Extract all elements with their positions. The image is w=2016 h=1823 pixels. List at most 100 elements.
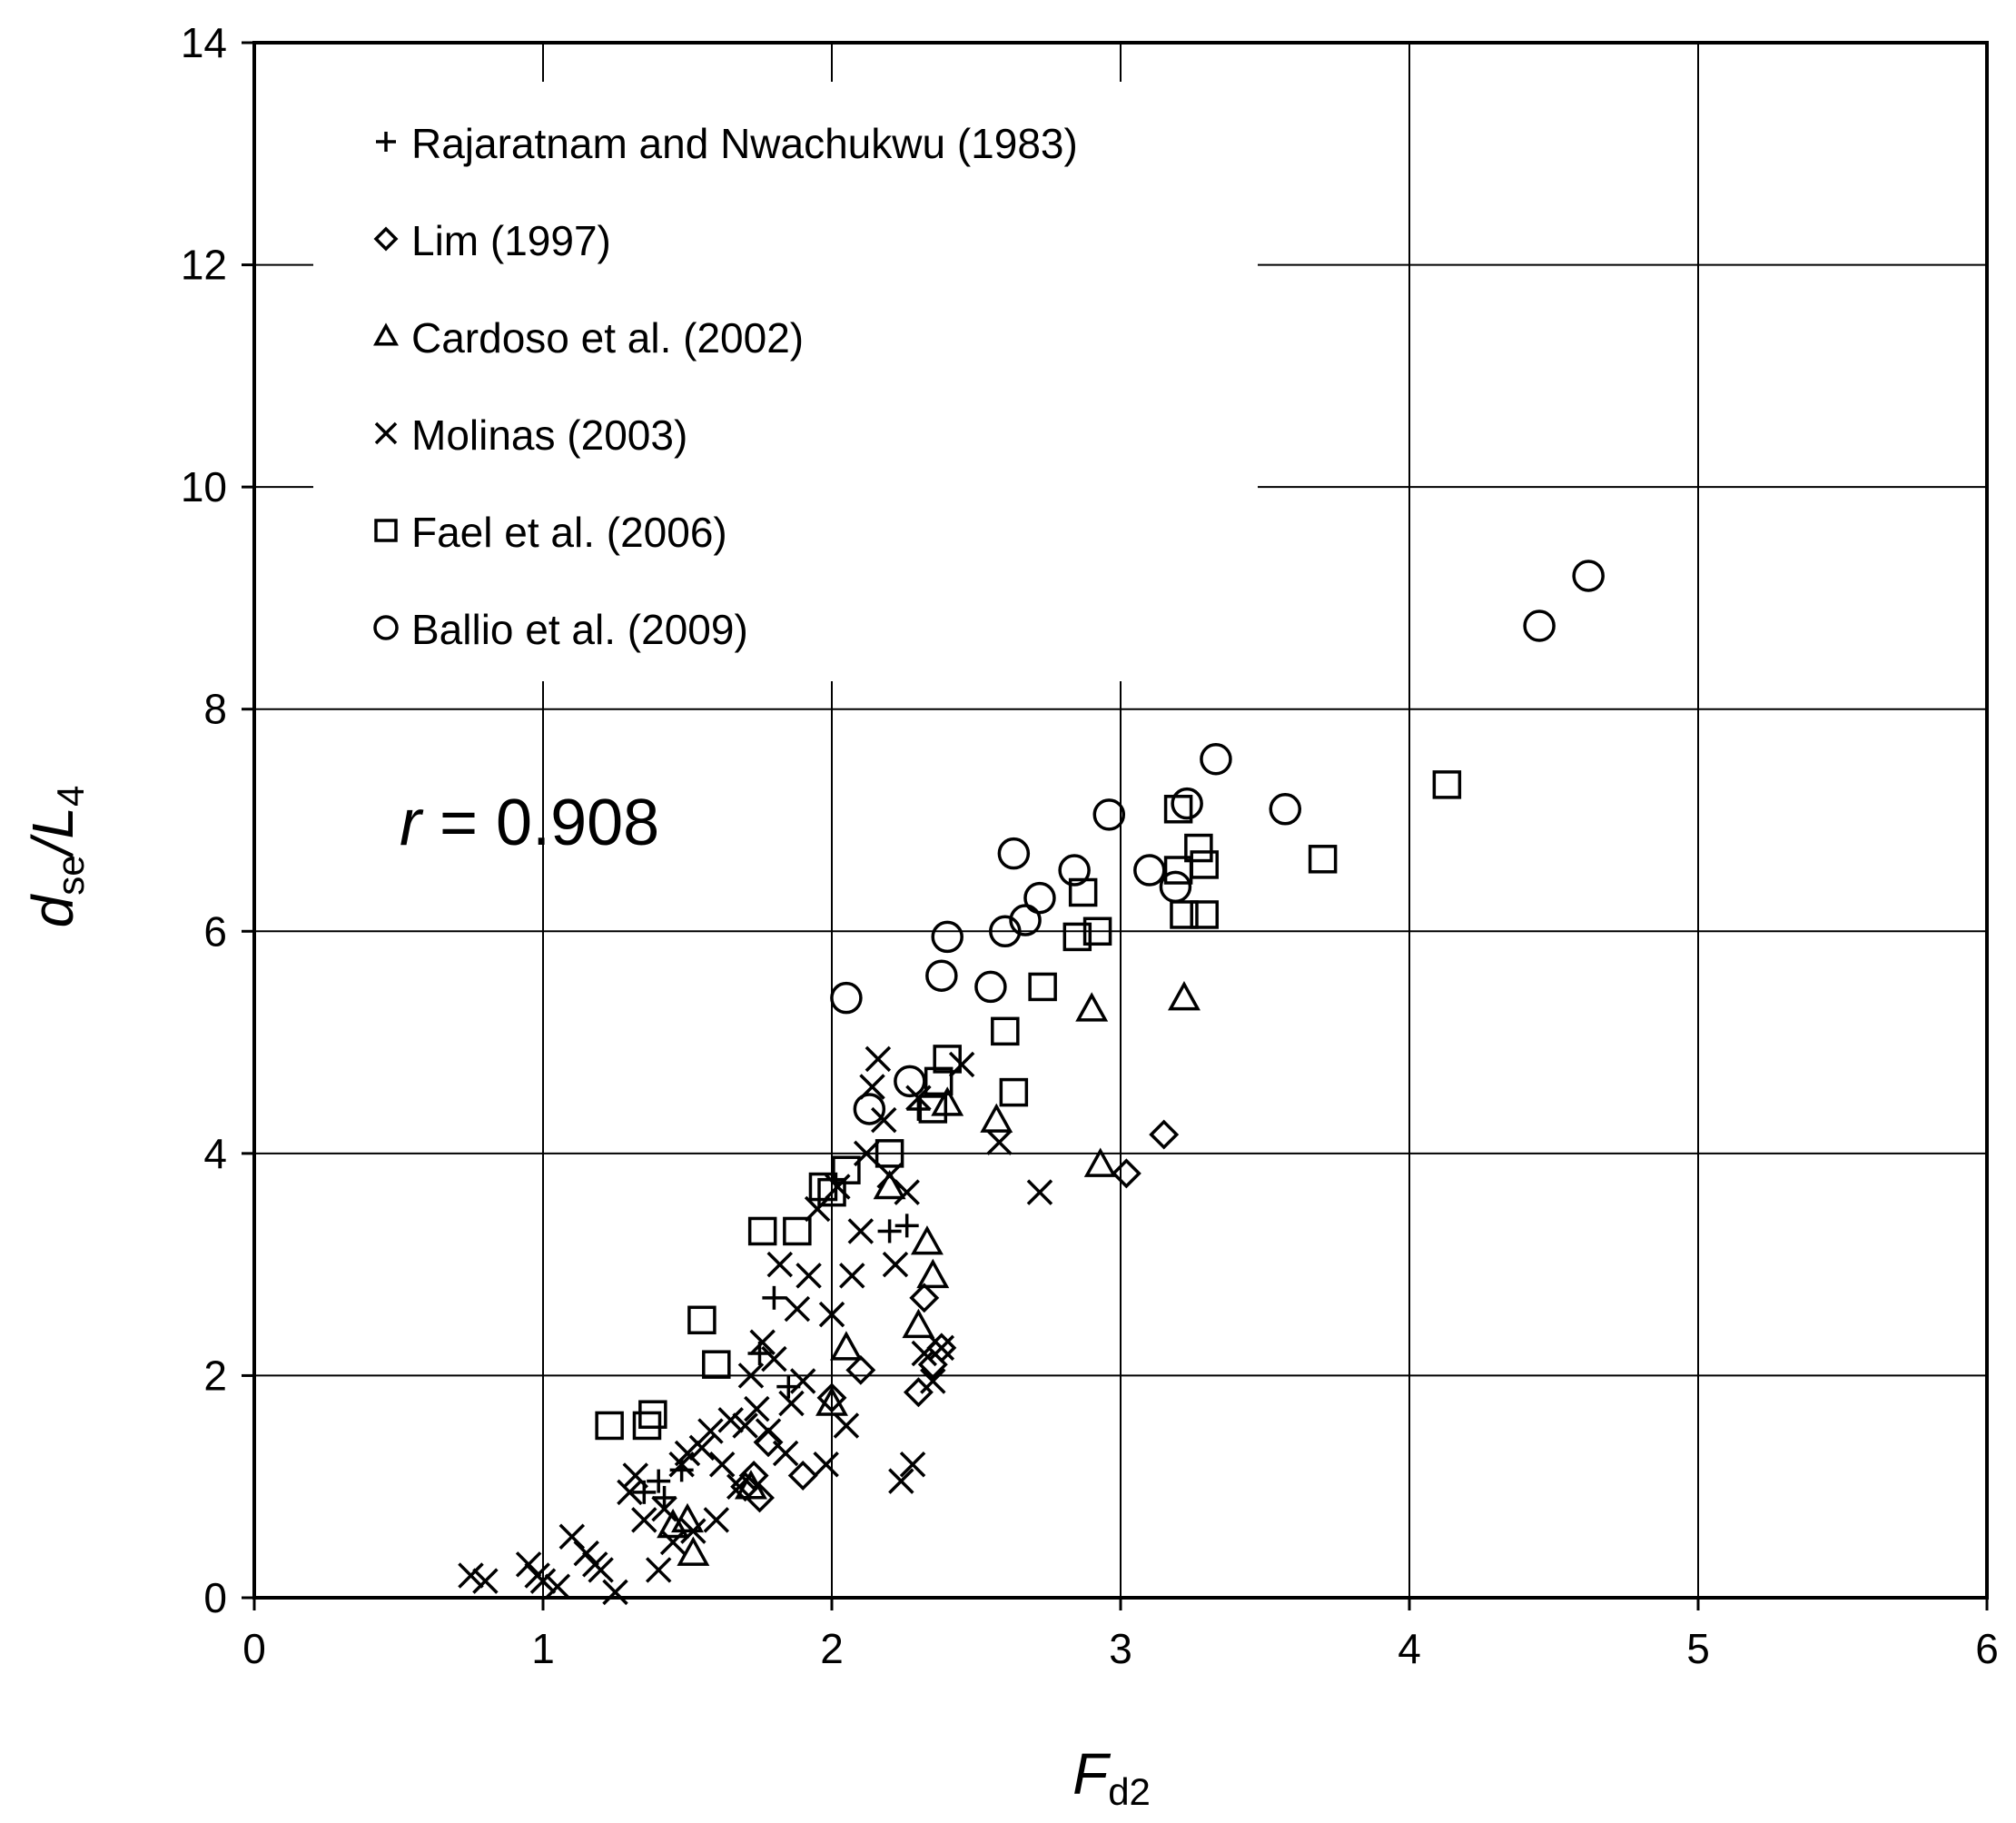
data-point-x xyxy=(717,1407,744,1433)
data-point-x xyxy=(928,1334,955,1362)
data-point-x xyxy=(458,1562,484,1589)
data-point-square xyxy=(1068,877,1098,907)
legend-marker-x xyxy=(374,421,398,445)
series-x xyxy=(458,1045,1053,1606)
legend-marker-square xyxy=(374,519,398,542)
x-tick-label: 6 xyxy=(1975,1625,1999,1672)
legend-marker-diamond xyxy=(373,226,399,252)
data-point-x xyxy=(772,1440,799,1467)
data-point-x xyxy=(697,1418,724,1444)
y-tick-label: 0 xyxy=(203,1574,227,1621)
legend-background xyxy=(313,82,1258,681)
data-point-triangle xyxy=(677,1536,710,1566)
data-point-circle xyxy=(1200,742,1232,776)
data-point-circle xyxy=(1572,560,1605,592)
data-point-square xyxy=(817,1177,846,1207)
legend-marker-circle xyxy=(373,615,399,640)
data-point-triangle xyxy=(1083,1147,1117,1177)
data-point-x xyxy=(645,1557,672,1583)
data-point-square xyxy=(1170,900,1199,929)
legend-label: Rajaratnam and Nwachukwu (1983) xyxy=(411,120,1078,167)
data-point-square xyxy=(832,1155,861,1184)
data-point-square xyxy=(808,1172,838,1202)
data-point-diamond xyxy=(1111,1158,1141,1189)
data-point-x xyxy=(617,1479,643,1506)
data-point-diamond xyxy=(745,1482,775,1513)
data-point-square xyxy=(1432,770,1462,799)
series-circle xyxy=(830,560,1605,1125)
data-point-x xyxy=(744,1395,770,1422)
legend-label: Molinas (2003) xyxy=(411,411,687,459)
data-point-x xyxy=(755,1418,782,1444)
data-point-x xyxy=(726,1473,753,1500)
x-axis-title: Fd2 xyxy=(1072,1741,1151,1813)
data-point-x xyxy=(865,1045,892,1073)
data-point-x xyxy=(749,1329,776,1355)
data-point-triangle xyxy=(916,1258,950,1289)
data-point-diamond xyxy=(909,1283,940,1313)
data-point-x xyxy=(1026,1179,1053,1205)
data-point-square xyxy=(702,1350,731,1379)
y-tick-label: 14 xyxy=(181,19,227,66)
data-point-triangle xyxy=(910,1225,944,1255)
data-point-x xyxy=(588,1557,614,1583)
data-point-plus xyxy=(877,1219,902,1243)
data-point-triangle xyxy=(657,1508,690,1539)
data-point-circle xyxy=(997,837,1031,870)
data-point-triangle xyxy=(829,1331,863,1361)
data-point-square xyxy=(1190,900,1219,929)
data-point-x xyxy=(882,1251,909,1278)
data-point-plus xyxy=(762,1285,786,1310)
data-point-x xyxy=(813,1451,839,1478)
plot-area-frame xyxy=(252,41,1989,1600)
data-point-circle xyxy=(894,1065,926,1098)
legend-label: Cardoso et al. (2002) xyxy=(411,314,804,362)
data-point-x xyxy=(651,1495,677,1522)
y-tick-label: 2 xyxy=(203,1352,227,1399)
data-point-circle xyxy=(974,970,1007,1004)
data-point-square xyxy=(595,1411,624,1441)
data-point-plus xyxy=(647,1469,671,1493)
data-point-x xyxy=(703,1507,730,1533)
data-point-x xyxy=(544,1573,571,1600)
data-point-circle xyxy=(1092,798,1126,831)
data-point-x xyxy=(708,1451,736,1478)
data-point-circle xyxy=(925,959,958,992)
x-tick-label: 0 xyxy=(242,1625,266,1672)
data-point-x xyxy=(688,1434,716,1461)
data-point-triangle xyxy=(931,1086,964,1116)
data-points xyxy=(458,560,1605,1606)
x-tick-label: 3 xyxy=(1109,1625,1132,1672)
data-point-square xyxy=(687,1305,716,1335)
data-point-x xyxy=(833,1412,860,1439)
legend-marker-plus xyxy=(376,132,396,152)
legend: Rajaratnam and Nwachukwu (1983) Lim (1997… xyxy=(373,120,1078,653)
data-point-x xyxy=(796,1263,822,1289)
data-point-x xyxy=(680,1518,707,1544)
data-point-square xyxy=(1308,845,1338,874)
data-point-circle xyxy=(1058,854,1091,887)
data-point-square xyxy=(1163,795,1193,824)
data-point-x xyxy=(529,1568,557,1594)
data-point-square xyxy=(1184,833,1213,863)
data-point-circle xyxy=(1023,881,1056,915)
data-point-x xyxy=(761,1345,787,1372)
y-axis-title: dse/L4 xyxy=(20,786,92,928)
data-point-x xyxy=(986,1129,1013,1155)
data-point-diamond xyxy=(816,1382,847,1413)
data-point-circle xyxy=(1159,870,1192,904)
data-point-circle xyxy=(931,920,964,954)
data-point-circle xyxy=(1171,787,1203,820)
data-point-triangle xyxy=(1075,992,1109,1022)
data-point-square xyxy=(1028,972,1057,1002)
data-point-square xyxy=(999,1077,1029,1107)
data-point-circle xyxy=(1133,854,1166,887)
data-point-x xyxy=(766,1251,793,1278)
data-point-diamond xyxy=(738,1461,769,1491)
legend-label: Ballio et al. (2009) xyxy=(411,606,748,653)
legend-label: Fael et al. (2006) xyxy=(411,509,727,556)
series-square xyxy=(595,770,1462,1441)
